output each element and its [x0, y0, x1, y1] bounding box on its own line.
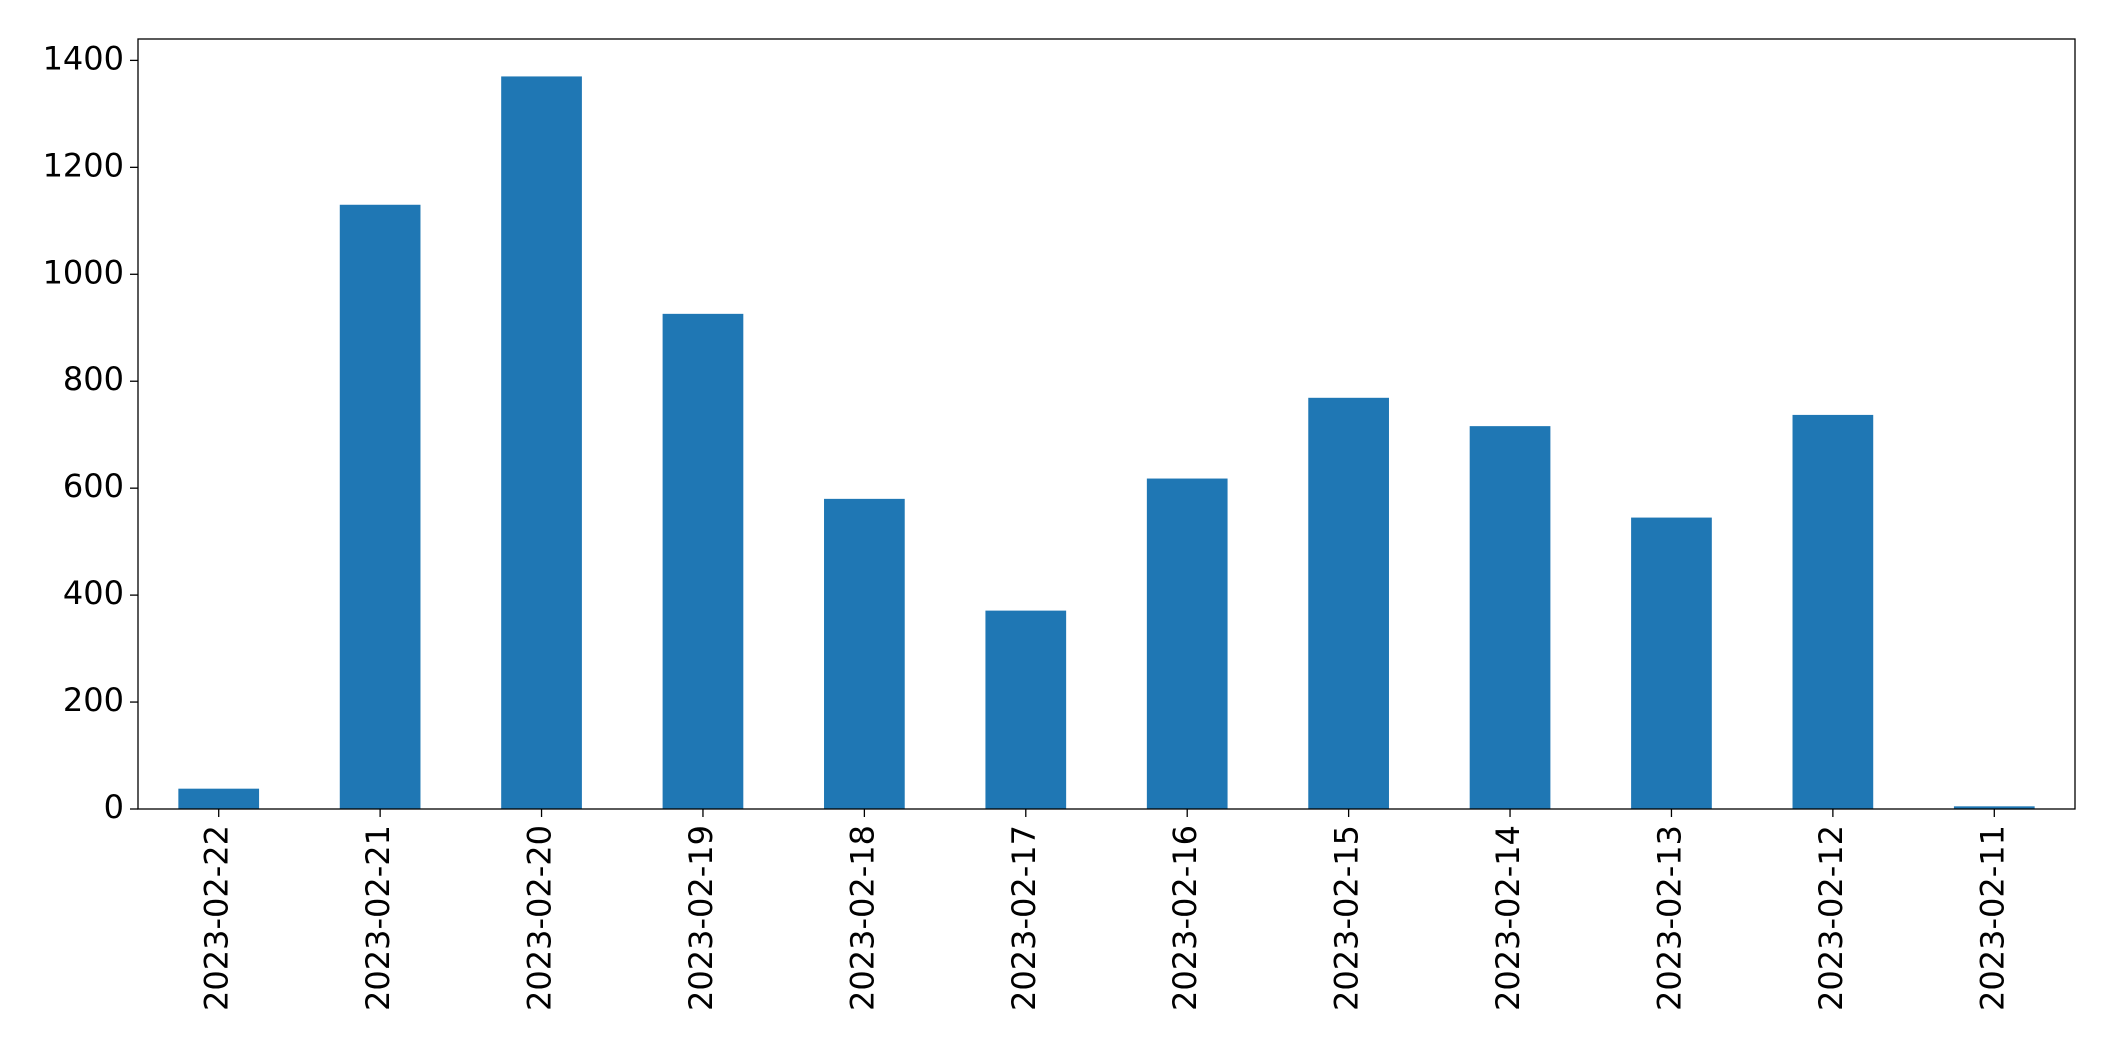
bar — [1308, 397, 1389, 809]
y-tick-label: 400 — [63, 574, 124, 612]
bar — [824, 498, 905, 809]
y-tick-label: 0 — [104, 788, 124, 826]
x-tick-label: 2023-02-15 — [1328, 825, 1366, 1011]
bar — [501, 76, 582, 810]
y-tick-label: 800 — [63, 360, 124, 398]
x-tick-label: 2023-02-22 — [198, 825, 236, 1011]
y-tick-label: 1200 — [43, 146, 124, 184]
bar — [339, 204, 421, 809]
plot-frame — [137, 38, 2076, 810]
x-tick-label: 2023-02-13 — [1650, 825, 1688, 1011]
bar — [1631, 517, 1712, 809]
x-tick-label: 2023-02-16 — [1166, 825, 1204, 1011]
x-tick-label: 2023-02-20 — [521, 825, 559, 1011]
x-tick-label: 2023-02-17 — [1005, 825, 1043, 1011]
bar — [1953, 806, 2035, 809]
x-tick-label: 2023-02-12 — [1812, 825, 1850, 1011]
y-tick-label: 1400 — [43, 39, 124, 77]
bar — [1146, 478, 1228, 809]
bar — [985, 610, 1067, 809]
bar — [178, 788, 260, 809]
x-tick-label: 2023-02-14 — [1489, 825, 1527, 1011]
y-tick-label: 600 — [63, 467, 124, 505]
bar — [662, 313, 744, 809]
x-tick-label: 2023-02-21 — [359, 825, 397, 1011]
x-tick-label: 2023-02-11 — [1973, 825, 2011, 1011]
bar — [1469, 426, 1551, 809]
y-tick-label: 200 — [63, 681, 124, 719]
x-tick-label: 2023-02-18 — [843, 825, 881, 1011]
x-tick-label: 2023-02-19 — [682, 825, 720, 1011]
y-tick-label: 1000 — [43, 253, 124, 291]
bar — [1792, 414, 1874, 809]
